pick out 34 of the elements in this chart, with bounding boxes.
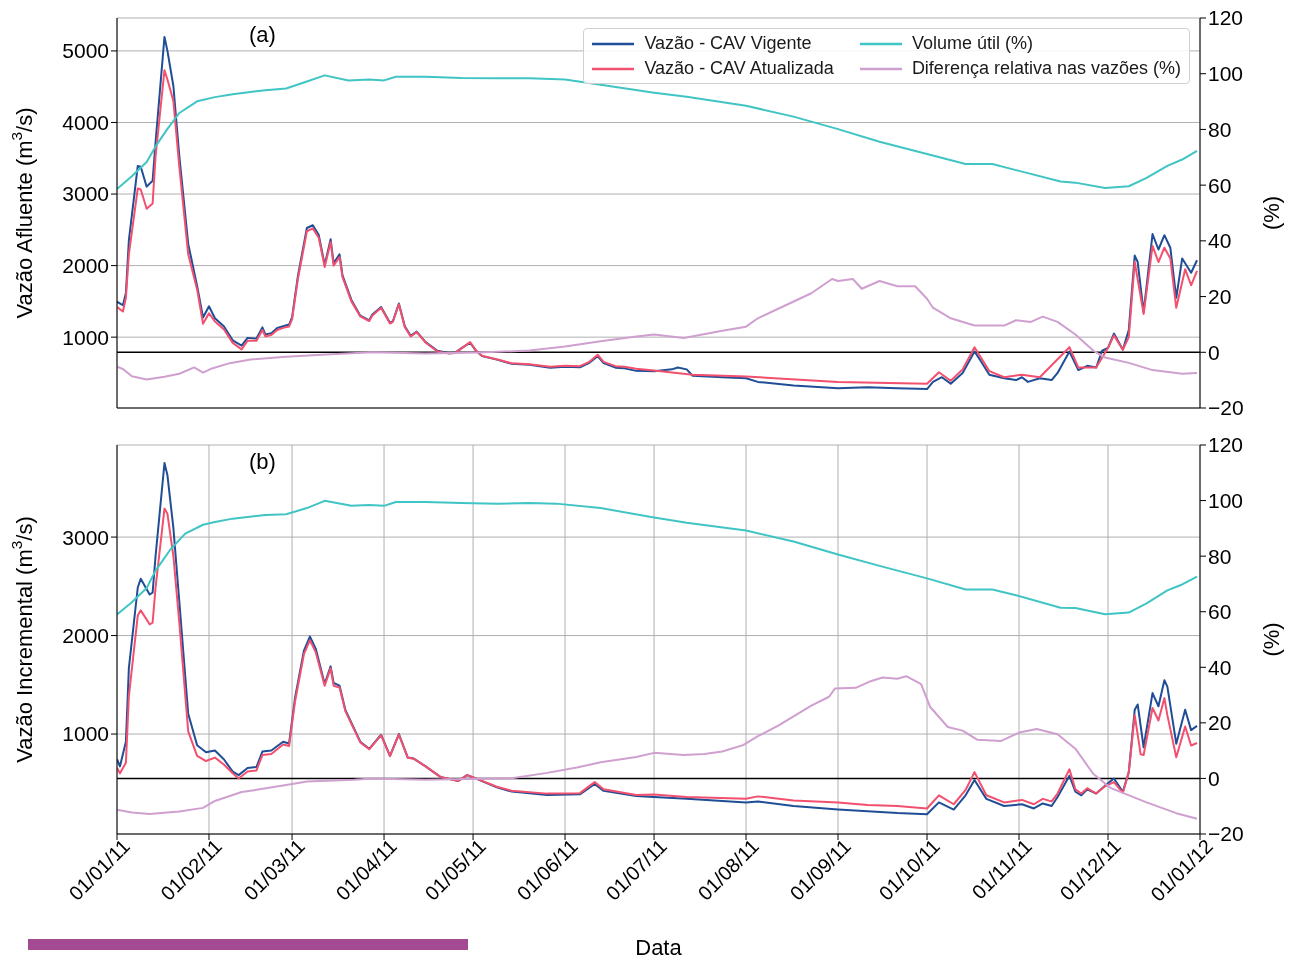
y2-tick-label: −20 <box>1208 822 1244 846</box>
y-tick-label: 2000 <box>62 624 109 648</box>
annotation: (b) <box>249 449 276 475</box>
y2-tick-label: 0 <box>1208 340 1220 364</box>
annotation: (a) <box>249 22 276 48</box>
y2-tick-label: 40 <box>1208 655 1232 679</box>
legend-label: Diferença relativa nas vazões (%) <box>911 58 1181 79</box>
y-tick-label: 1000 <box>62 325 109 349</box>
y-tick-label: 3000 <box>62 525 109 549</box>
y2-axis-title: (%) <box>1258 195 1284 231</box>
y-tick-label: 1000 <box>62 722 109 746</box>
y2-tick-label: 120 <box>1208 433 1244 457</box>
legend-label: Vazão - CAV Atualizada <box>644 58 834 79</box>
legend-label: Volume útil (%) <box>911 33 1033 54</box>
y2-tick-label: 100 <box>1208 62 1244 86</box>
x-axis-title: Data <box>635 935 683 960</box>
y-tick-label: 5000 <box>62 39 109 63</box>
y2-tick-label: 20 <box>1208 711 1232 735</box>
y-tick-label: 3000 <box>62 182 109 206</box>
y-tick-label: 4000 <box>62 110 109 134</box>
y2-tick-label: 0 <box>1208 766 1220 790</box>
y2-tick-label: 100 <box>1208 489 1244 513</box>
y2-tick-label: −20 <box>1208 396 1244 420</box>
y2-axis-title: (%) <box>1258 622 1284 657</box>
y-tick-label: 2000 <box>62 254 109 278</box>
y2-tick-label: 80 <box>1208 544 1232 568</box>
y2-tick-label: 120 <box>1208 6 1244 30</box>
y2-tick-label: 20 <box>1208 285 1232 309</box>
line-series <box>117 499 1199 616</box>
y2-tick-label: 80 <box>1208 117 1232 141</box>
y2-tick-label: 60 <box>1208 600 1232 624</box>
legend-label: Vazão - CAV Vigente <box>644 33 812 54</box>
y2-tick-label: 60 <box>1208 173 1232 197</box>
y2-tick-label: 40 <box>1208 229 1232 253</box>
